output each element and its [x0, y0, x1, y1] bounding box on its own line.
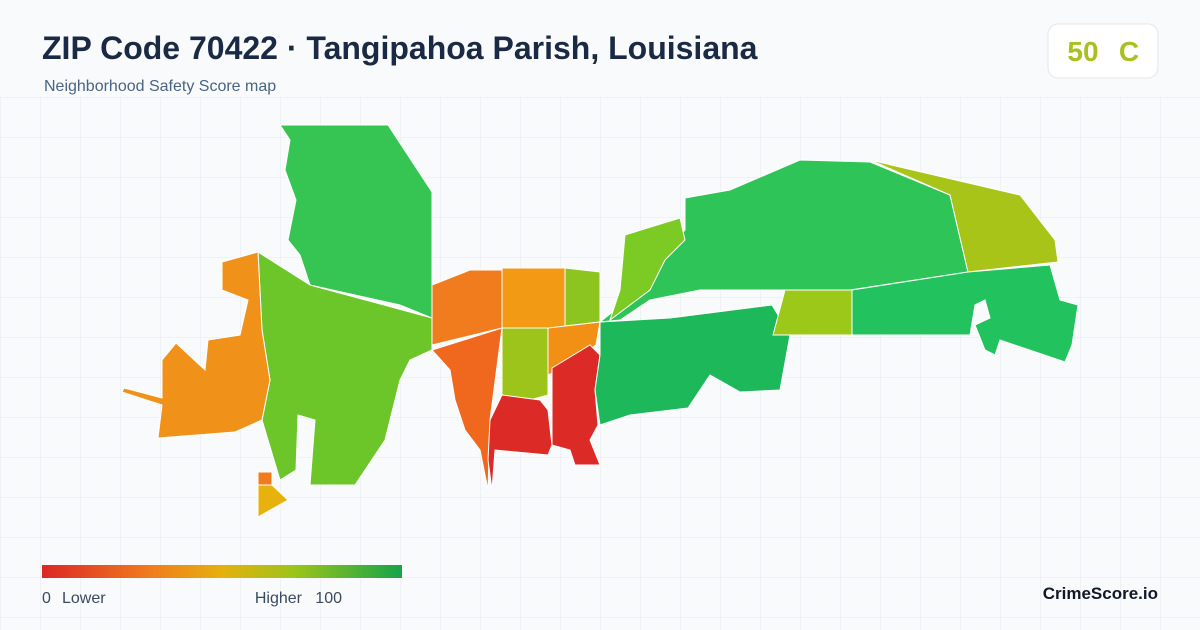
legend-min-label: Lower — [62, 590, 106, 607]
region — [257, 471, 273, 486]
region — [772, 289, 853, 336]
score-grade: C — [1119, 36, 1139, 67]
region — [609, 217, 686, 322]
score-value: 50 — [1067, 36, 1098, 67]
title: ZIP Code 70422 · Tangipahoa Parish, Loui… — [42, 30, 758, 66]
subtitle: Neighborhood Safety Score map — [44, 78, 276, 95]
legend-scale — [42, 565, 402, 578]
region — [257, 484, 289, 518]
region — [487, 394, 553, 491]
region — [279, 124, 433, 319]
brand: CrimeScore.io — [1043, 584, 1158, 603]
region — [851, 264, 1079, 363]
region — [594, 304, 791, 426]
region — [121, 251, 271, 439]
region — [869, 159, 1059, 273]
region — [551, 344, 601, 466]
legend-min: 0 — [42, 590, 51, 607]
region — [501, 267, 566, 329]
region — [431, 327, 503, 491]
region — [501, 327, 549, 401]
score-badge — [1047, 23, 1159, 79]
legend-max-label: Higher — [255, 590, 303, 607]
region — [564, 267, 601, 327]
legend-max: 100 — [315, 590, 342, 607]
map — [121, 124, 1079, 518]
